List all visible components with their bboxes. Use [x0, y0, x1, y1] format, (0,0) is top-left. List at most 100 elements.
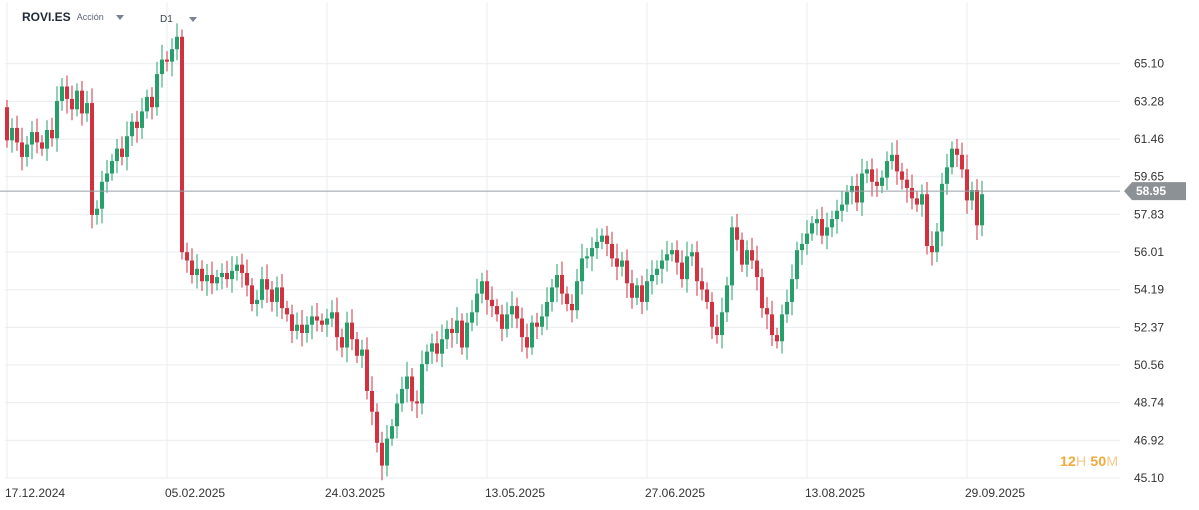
- candle: [195, 254, 199, 289]
- candle: [870, 158, 874, 197]
- candle: [85, 90, 89, 122]
- y-tick-label: 56.01: [1134, 245, 1164, 259]
- candle: [500, 304, 504, 342]
- candle: [70, 85, 74, 121]
- candle: [765, 297, 769, 330]
- candle: [860, 158, 864, 216]
- candle: [20, 127, 24, 171]
- candle: [285, 300, 289, 322]
- instrument-dropdown-chevron-icon[interactable]: [115, 14, 124, 20]
- candle-countdown-timer: 12H 50M: [1060, 453, 1119, 469]
- candle: [355, 331, 359, 364]
- instrument-header[interactable]: ROVI.ES Acción: [22, 10, 124, 24]
- candle: [90, 88, 94, 229]
- candle: [980, 180, 984, 237]
- y-tick-label: 61.46: [1134, 132, 1164, 146]
- candle: [95, 200, 99, 225]
- candle: [75, 83, 79, 117]
- candle: [175, 23, 179, 61]
- candle: [550, 278, 554, 312]
- candle: [425, 344, 429, 372]
- candle: [25, 136, 29, 167]
- candle: [905, 168, 909, 203]
- candle: [560, 261, 564, 305]
- symbol-label: ROVI.ES: [22, 10, 71, 24]
- candle: [695, 241, 699, 296]
- y-tick-label: 63.28: [1134, 94, 1164, 108]
- candle: [775, 327, 779, 349]
- candle: [475, 278, 479, 326]
- candle: [130, 113, 134, 146]
- candle: [805, 220, 809, 255]
- candle: [305, 316, 309, 343]
- timeframe-selector[interactable]: D1: [160, 14, 197, 25]
- candle: [340, 328, 344, 358]
- instrument-type-label: Acción: [76, 12, 104, 22]
- candle: [555, 264, 559, 303]
- candle: [405, 361, 409, 403]
- candle: [825, 212, 829, 250]
- y-tick-label: 52.37: [1134, 320, 1164, 334]
- candle: [345, 311, 349, 363]
- candle: [880, 170, 884, 194]
- candle: [740, 232, 744, 272]
- candle: [955, 138, 959, 168]
- candle: [30, 121, 34, 160]
- candle: [215, 269, 219, 291]
- y-tick-label: 48.74: [1134, 396, 1164, 410]
- candle: [205, 264, 209, 296]
- candle: [705, 282, 709, 310]
- candle: [600, 228, 604, 250]
- candle: [895, 140, 899, 185]
- candle: [720, 297, 724, 349]
- candle: [290, 304, 294, 344]
- y-tick-label: 59.65: [1134, 170, 1164, 184]
- candle: [960, 142, 964, 178]
- candle: [585, 247, 589, 269]
- candle: [885, 151, 889, 190]
- candle: [155, 61, 159, 116]
- candle: [625, 249, 629, 298]
- candle: [330, 300, 334, 327]
- candle: [210, 261, 214, 295]
- candle: [935, 223, 939, 262]
- candle: [100, 170, 104, 224]
- candle: [830, 210, 834, 238]
- candle: [710, 292, 714, 340]
- candle: [45, 120, 49, 161]
- candle: [230, 256, 234, 293]
- candle: [735, 213, 739, 251]
- candle: [300, 310, 304, 347]
- x-tick-label: 13.08.2025: [805, 486, 865, 500]
- candle: [535, 312, 539, 340]
- candle: [235, 256, 239, 281]
- candle: [605, 225, 609, 257]
- current-price-tag: 58.95: [1124, 182, 1186, 201]
- candle: [445, 320, 449, 349]
- y-tick-label: 57.83: [1134, 207, 1164, 221]
- candle: [665, 240, 669, 272]
- candle: [160, 44, 164, 88]
- candle: [940, 172, 944, 247]
- candle: [385, 425, 389, 477]
- candle: [635, 278, 639, 306]
- y-tick-label: 50.56: [1134, 358, 1164, 372]
- candle: [465, 312, 469, 360]
- candle: [575, 268, 579, 319]
- candle: [650, 260, 654, 295]
- candle: [950, 141, 954, 175]
- candle: [430, 333, 434, 364]
- candle: [850, 176, 854, 205]
- candle: [790, 264, 794, 316]
- candle: [530, 315, 534, 355]
- candle: [415, 390, 419, 419]
- candle: [315, 302, 319, 332]
- candle: [55, 86, 59, 152]
- timeframe-dropdown-chevron-icon[interactable]: [188, 17, 197, 22]
- candle: [570, 294, 574, 323]
- candle: [970, 181, 974, 211]
- candle: [655, 260, 659, 285]
- candle: [240, 253, 244, 288]
- candle: [915, 191, 919, 212]
